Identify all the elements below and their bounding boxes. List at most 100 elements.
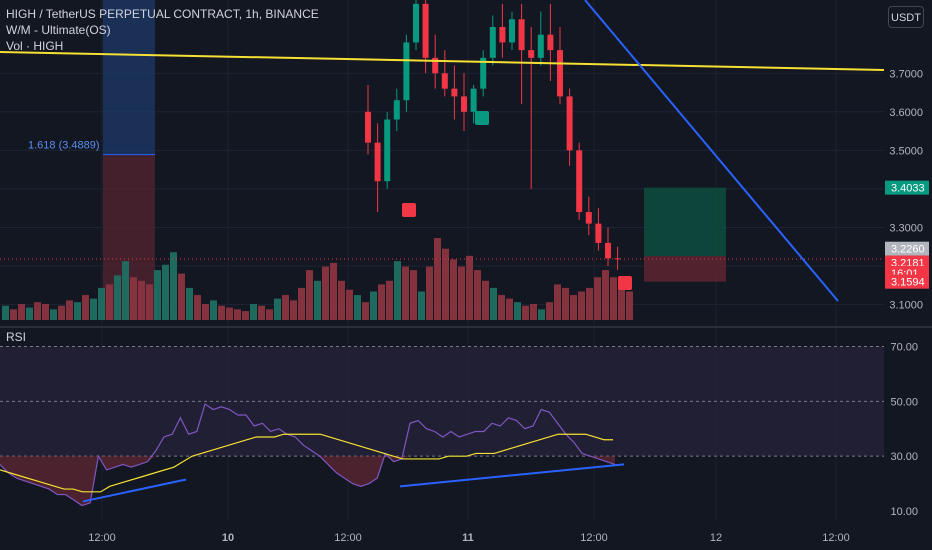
price-tag-label: 3.1594 — [891, 277, 925, 289]
price-tag — [885, 241, 929, 256]
divergence-line-2 — [399, 463, 625, 488]
volume-bar — [34, 302, 41, 320]
signal-marker — [618, 276, 632, 290]
volume-bar — [514, 302, 521, 320]
indicator-ultimate-label[interactable]: W/M - Ultimate(OS) — [6, 23, 111, 37]
candle-body — [547, 34, 554, 51]
volume-bar — [202, 303, 209, 320]
candle-body — [528, 50, 535, 58]
volume-bar — [602, 270, 609, 320]
volume-bar — [274, 298, 281, 320]
volume-bar — [2, 305, 9, 320]
price-tag-label: 3.2260 — [891, 244, 925, 256]
volume-bar — [578, 291, 585, 320]
volume-bar — [522, 305, 529, 320]
time-tick-label: 11 — [462, 532, 474, 544]
volume-bar — [186, 287, 193, 320]
candle-body — [384, 119, 391, 182]
price-tick-label: 3.6000 — [889, 107, 923, 119]
candle-body — [393, 100, 400, 120]
volume-bar — [450, 259, 457, 320]
chart-legend: HIGH / TetherUS PERPETUAL CONTRACT, 1h, … — [6, 6, 319, 54]
volume-bar — [106, 284, 113, 320]
volume-bar — [98, 287, 105, 320]
volume-bar — [386, 280, 393, 320]
volume-bar — [482, 280, 489, 320]
volume-bar — [570, 295, 577, 320]
volume-bar — [26, 307, 33, 320]
volume-bar — [234, 309, 241, 320]
volume-bar — [226, 307, 233, 320]
candle-body — [441, 73, 448, 89]
volume-bar — [162, 264, 169, 320]
volume-bar — [306, 270, 313, 320]
volume-bar — [362, 302, 369, 320]
position-profit-zone — [644, 187, 726, 256]
rsi-line — [0, 403, 616, 507]
candle-body — [374, 142, 381, 182]
candle-body — [365, 111, 371, 143]
volume-bar — [346, 289, 353, 320]
rsi-tick-label: 10.00 — [890, 506, 918, 518]
volume-bar — [554, 284, 561, 320]
volume-bar — [626, 291, 633, 320]
volume-bar — [298, 287, 305, 320]
volume-bar — [610, 277, 617, 320]
volume-bar — [474, 270, 481, 320]
candle-body — [537, 34, 544, 58]
candle-body — [489, 26, 496, 58]
volume-bar — [154, 270, 161, 320]
fib-level-label: 1.618 (3.4889) — [28, 140, 100, 152]
indicator-volume-label[interactable]: Vol · HIGH — [6, 39, 64, 53]
volume-bar — [354, 295, 361, 320]
volume-bar — [506, 298, 513, 320]
volume-bar — [66, 300, 73, 320]
volume-bar — [530, 303, 537, 320]
price-tick-label: 3.3000 — [889, 222, 923, 234]
symbol-title[interactable]: HIGH / TetherUS PERPETUAL CONTRACT, 1h, … — [6, 7, 319, 21]
candle-body — [432, 57, 439, 74]
volume-bar — [138, 280, 145, 320]
volume-bar — [442, 248, 449, 320]
volume-bar — [618, 284, 625, 320]
volume-bar — [378, 284, 385, 320]
volume-bar — [594, 277, 601, 320]
volume-bar — [538, 309, 545, 320]
candle-body — [595, 223, 602, 243]
volume-bar — [58, 305, 65, 320]
volume-bar — [330, 262, 337, 320]
candle-body — [499, 26, 506, 43]
volume-bar — [210, 300, 217, 320]
volume-bar — [114, 275, 121, 320]
candle-body — [403, 42, 410, 101]
candle-body — [518, 19, 525, 51]
price-tick-label: 3.1000 — [889, 300, 923, 312]
price-tick-label: 3.7000 — [889, 68, 923, 80]
volume-bar — [338, 280, 345, 320]
volume-bar — [178, 273, 185, 320]
volume-bar — [498, 295, 505, 320]
rsi-tick-label: 30.00 — [890, 451, 918, 463]
volume-bar — [122, 261, 129, 320]
price-tick-label: 3.5000 — [889, 145, 923, 157]
time-tick-label: 12:00 — [88, 532, 116, 544]
currency-button[interactable]: USDT — [888, 6, 924, 28]
price-tag-label: 3.4033 — [891, 183, 925, 195]
candle-body — [605, 242, 611, 259]
fib-zone-upper — [103, 0, 155, 155]
volume-bar — [322, 266, 329, 320]
rsi-pane-label[interactable]: RSI — [6, 330, 27, 344]
volume-bar — [258, 305, 265, 320]
position-loss-zone — [644, 256, 726, 282]
volume-bar — [546, 302, 553, 320]
volume-bar — [290, 300, 297, 320]
volume-bar — [562, 287, 569, 320]
volume-bar — [458, 266, 465, 320]
candle-body — [614, 258, 621, 260]
volume-bar — [434, 238, 441, 320]
rsi-tick-label: 70.00 — [890, 341, 918, 353]
volume-bar — [50, 309, 57, 320]
volume-bar — [282, 295, 289, 320]
candle-body — [576, 150, 583, 213]
